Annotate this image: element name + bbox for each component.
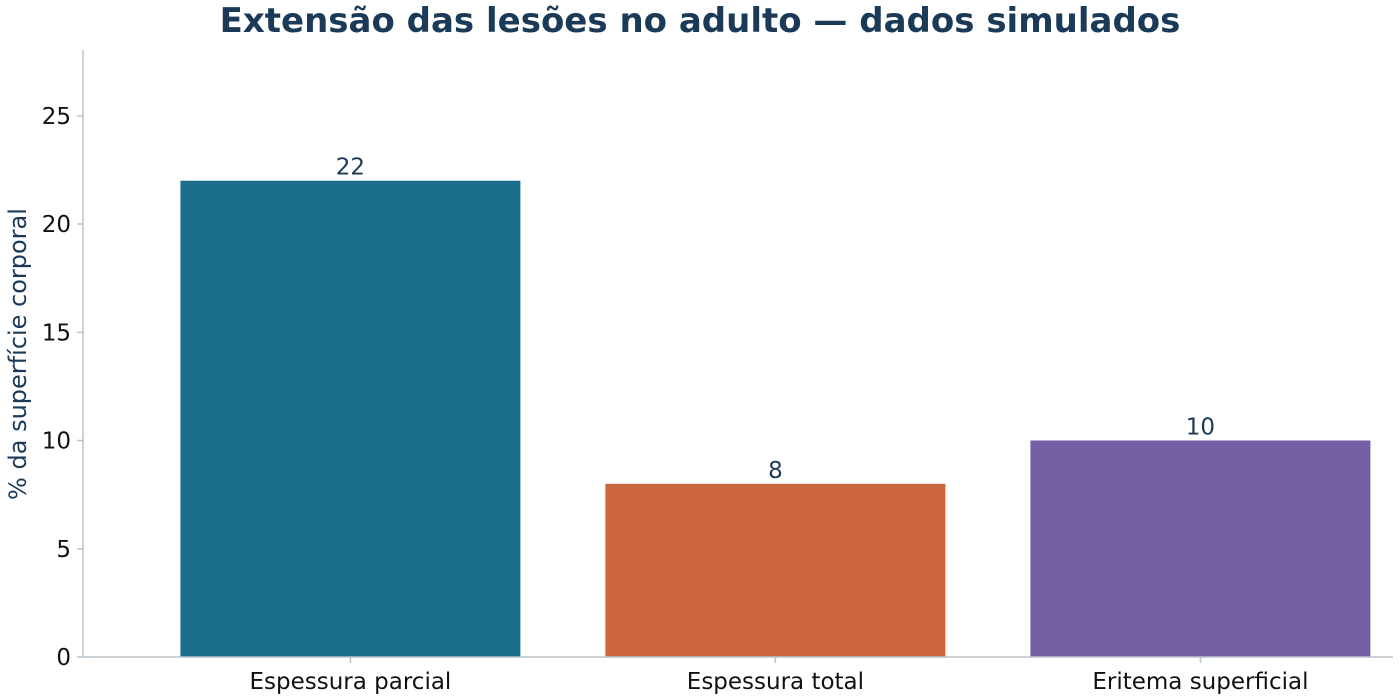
x-tick-label-2: Espessura total xyxy=(687,669,864,695)
y-tick-label-5: 25 xyxy=(42,104,71,130)
x-ticks-group: Espessura parcial Espessura total Eritema … xyxy=(249,657,1308,695)
x-tick-label-3: Eritema superficial xyxy=(1092,669,1308,695)
chart-title: Extensão das lesões no adulto — dados si… xyxy=(220,1,1181,41)
x-tick-label-1: Espessura parcial xyxy=(249,669,451,695)
data-label-2: 8 xyxy=(768,458,783,484)
y-tick-label-0: 0 xyxy=(56,645,71,671)
bars-group xyxy=(180,180,1371,657)
y-tick-label-2: 10 xyxy=(42,429,71,455)
data-label-1: 22 xyxy=(336,155,365,181)
data-labels-group: 22 8 10 xyxy=(336,155,1215,484)
y-axis-label: % da superfície corporal xyxy=(4,208,32,500)
y-tick-label-3: 15 xyxy=(42,320,71,346)
data-label-3: 10 xyxy=(1186,415,1215,441)
y-ticks-group: 0 5 10 15 20 25 xyxy=(42,104,83,671)
bar-2 xyxy=(605,483,946,657)
bar-3 xyxy=(1030,440,1371,657)
y-tick-label-4: 20 xyxy=(42,212,71,238)
y-tick-label-1: 5 xyxy=(56,537,71,563)
bar-1 xyxy=(180,180,521,657)
